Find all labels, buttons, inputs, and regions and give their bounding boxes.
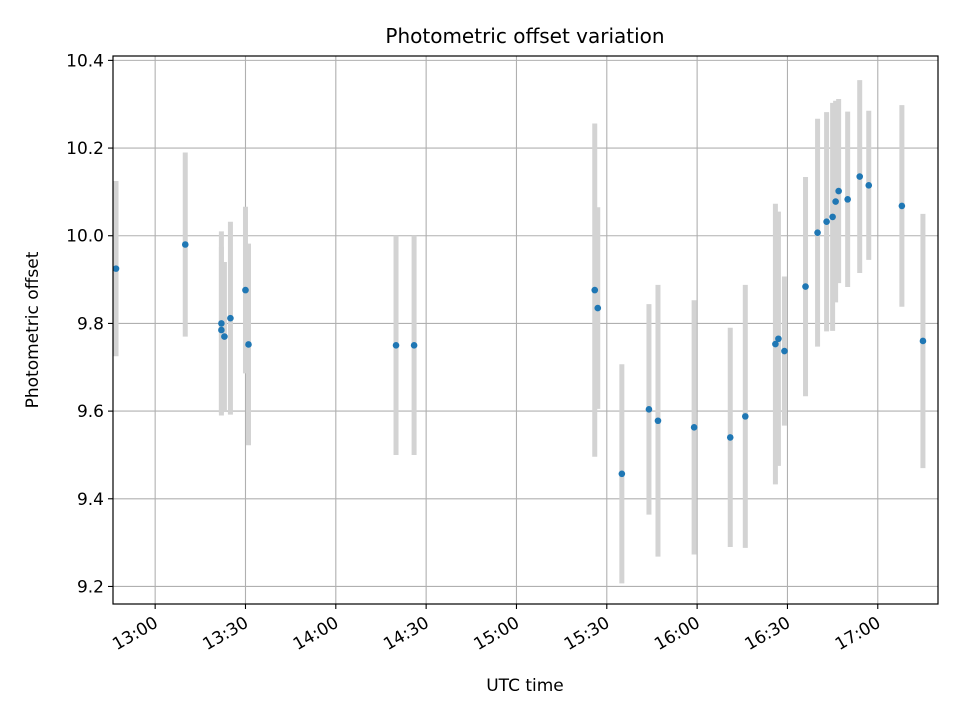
data-point <box>227 314 234 322</box>
y-tick-label: 10.4 <box>66 51 104 71</box>
data-point <box>741 413 749 420</box>
x-axis-label: UTC time <box>486 676 564 696</box>
y-tick-label: 9.8 <box>77 314 104 334</box>
y-axis-ticks: 9.2 9.4 9.6 9.8 10.0 10.2 10.4 <box>66 51 113 597</box>
data-point <box>832 198 839 205</box>
x-tick-label: 13:30 <box>200 613 252 655</box>
data-point <box>112 265 120 272</box>
y-tick-label: 10.2 <box>66 139 104 159</box>
data-point <box>591 286 599 294</box>
data-point <box>654 417 662 425</box>
data-point <box>919 337 927 345</box>
data-point <box>823 218 830 226</box>
x-tick-label: 16:00 <box>651 613 703 655</box>
errorbars <box>113 80 926 584</box>
data-point <box>865 182 873 189</box>
data-point <box>690 424 698 431</box>
data-point <box>218 320 225 327</box>
data-point <box>645 406 653 413</box>
data-point <box>410 342 418 349</box>
y-tick-label: 10.0 <box>66 227 104 247</box>
data-point <box>181 241 189 248</box>
x-axis-ticks: 13:00 13:30 14:00 14:30 15:00 15:30 16:00 16:30… <box>109 604 884 655</box>
data-point <box>814 229 821 236</box>
data-point <box>618 470 626 478</box>
chart-title: Photometric offset variation <box>385 24 664 48</box>
y-tick-label: 9.4 <box>77 490 104 510</box>
x-tick-label: 13:00 <box>109 613 161 655</box>
data-point <box>802 283 809 290</box>
x-tick-label: 14:00 <box>290 613 342 655</box>
y-tick-label: 9.2 <box>77 577 104 597</box>
x-tick-label: 16:30 <box>742 613 794 655</box>
data-point <box>392 342 400 349</box>
data-point <box>221 333 228 340</box>
grid <box>113 56 938 604</box>
data-point <box>245 341 252 348</box>
data-point <box>844 196 851 203</box>
data-points <box>112 173 927 478</box>
data-point <box>218 326 225 334</box>
y-axis-label: Photometric offset <box>23 251 43 408</box>
data-point <box>775 335 782 343</box>
y-tick-label: 9.6 <box>77 402 104 422</box>
x-tick-label: 14:30 <box>380 613 432 655</box>
data-point <box>898 202 906 210</box>
data-point <box>856 173 864 180</box>
x-tick-label: 15:30 <box>561 613 613 655</box>
data-point <box>772 340 779 348</box>
data-point <box>835 187 842 195</box>
data-point <box>781 347 788 355</box>
x-tick-label: 17:00 <box>832 613 884 655</box>
x-tick-label: 15:00 <box>471 613 523 655</box>
data-point <box>829 213 836 221</box>
data-point <box>242 286 249 294</box>
plot-frame <box>112 55 939 605</box>
data-point <box>594 304 602 312</box>
data-point <box>726 434 734 441</box>
